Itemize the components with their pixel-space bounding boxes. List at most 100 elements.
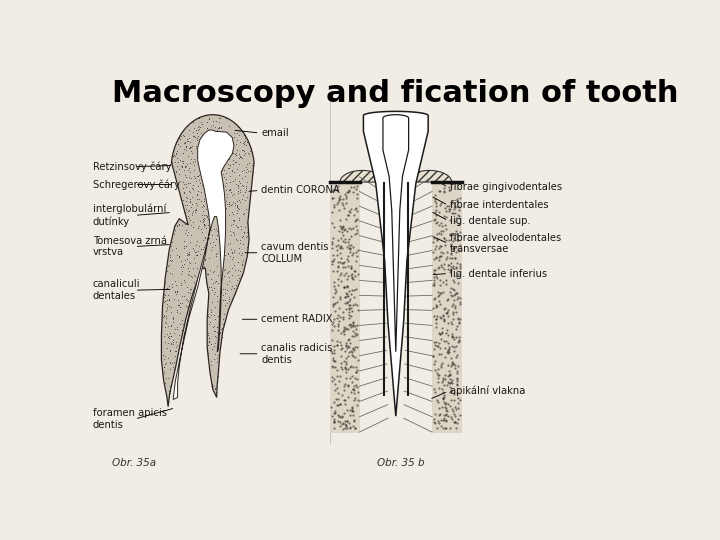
Point: [191, 129, 202, 137]
Point: [204, 115, 215, 124]
Point: [201, 157, 212, 165]
Point: [233, 222, 244, 231]
Point: [166, 359, 177, 368]
Point: [179, 220, 191, 228]
Point: [233, 181, 244, 190]
Point: [204, 220, 215, 229]
Point: [231, 165, 243, 173]
Point: [189, 165, 200, 174]
Point: [230, 235, 242, 244]
Point: [181, 137, 193, 145]
Point: [163, 295, 175, 304]
Point: [180, 180, 192, 188]
Point: [186, 142, 198, 151]
Point: [247, 168, 258, 177]
Point: [231, 206, 243, 214]
Point: [192, 187, 204, 195]
Point: [179, 166, 190, 174]
Point: [203, 270, 215, 279]
Point: [166, 159, 178, 168]
Point: [206, 138, 217, 146]
Point: [188, 132, 199, 141]
Point: [199, 234, 211, 243]
Point: [203, 328, 215, 337]
Point: [207, 238, 218, 246]
Point: [184, 164, 195, 173]
Point: [204, 183, 215, 192]
Point: [210, 383, 222, 391]
Point: [210, 206, 221, 215]
Point: [207, 200, 218, 208]
Point: [233, 187, 244, 195]
Point: [197, 262, 208, 271]
Point: [215, 252, 227, 261]
Point: [226, 166, 238, 175]
Point: [187, 132, 199, 140]
Point: [170, 226, 181, 234]
Point: [242, 137, 253, 146]
Point: [208, 342, 220, 350]
Point: [209, 277, 220, 286]
Point: [217, 231, 229, 240]
Point: [231, 129, 243, 138]
Point: [202, 331, 214, 340]
Point: [171, 154, 183, 163]
Point: [216, 165, 228, 174]
Point: [206, 356, 217, 365]
Point: [192, 182, 204, 191]
Point: [207, 286, 218, 294]
Point: [203, 168, 215, 177]
Polygon shape: [407, 171, 451, 182]
Point: [184, 250, 195, 259]
Point: [237, 256, 248, 265]
Point: [220, 285, 231, 293]
Point: [211, 249, 222, 258]
Point: [215, 158, 227, 166]
Point: [208, 127, 220, 136]
Point: [192, 132, 204, 141]
Point: [165, 332, 176, 340]
Point: [163, 387, 175, 395]
Point: [202, 144, 214, 153]
Point: [195, 188, 207, 197]
Point: [248, 158, 259, 167]
Point: [177, 195, 189, 204]
Point: [228, 160, 239, 168]
Point: [174, 302, 186, 311]
Point: [190, 142, 202, 151]
Point: [175, 269, 186, 278]
Point: [228, 252, 239, 261]
Point: [181, 242, 192, 251]
Point: [180, 255, 192, 264]
Point: [158, 311, 169, 320]
Point: [236, 272, 248, 280]
Point: [207, 183, 218, 191]
Point: [238, 210, 249, 218]
Point: [186, 184, 198, 192]
Point: [223, 122, 235, 131]
Point: [242, 232, 253, 240]
Point: [217, 170, 229, 178]
Point: [182, 152, 194, 160]
Point: [217, 176, 228, 185]
Point: [181, 254, 193, 263]
Point: [204, 282, 215, 291]
Point: [210, 315, 221, 324]
Point: [215, 141, 227, 150]
Point: [164, 255, 176, 264]
Point: [160, 352, 171, 360]
Point: [233, 184, 244, 192]
Point: [182, 165, 194, 174]
Point: [188, 117, 199, 126]
Polygon shape: [364, 111, 428, 416]
Point: [179, 278, 190, 286]
Point: [246, 170, 257, 179]
Point: [164, 389, 176, 397]
Point: [179, 314, 191, 323]
Point: [211, 353, 222, 362]
Point: [193, 221, 204, 230]
Point: [225, 137, 236, 145]
Point: [225, 239, 236, 248]
Point: [215, 221, 226, 230]
Point: [158, 363, 170, 372]
